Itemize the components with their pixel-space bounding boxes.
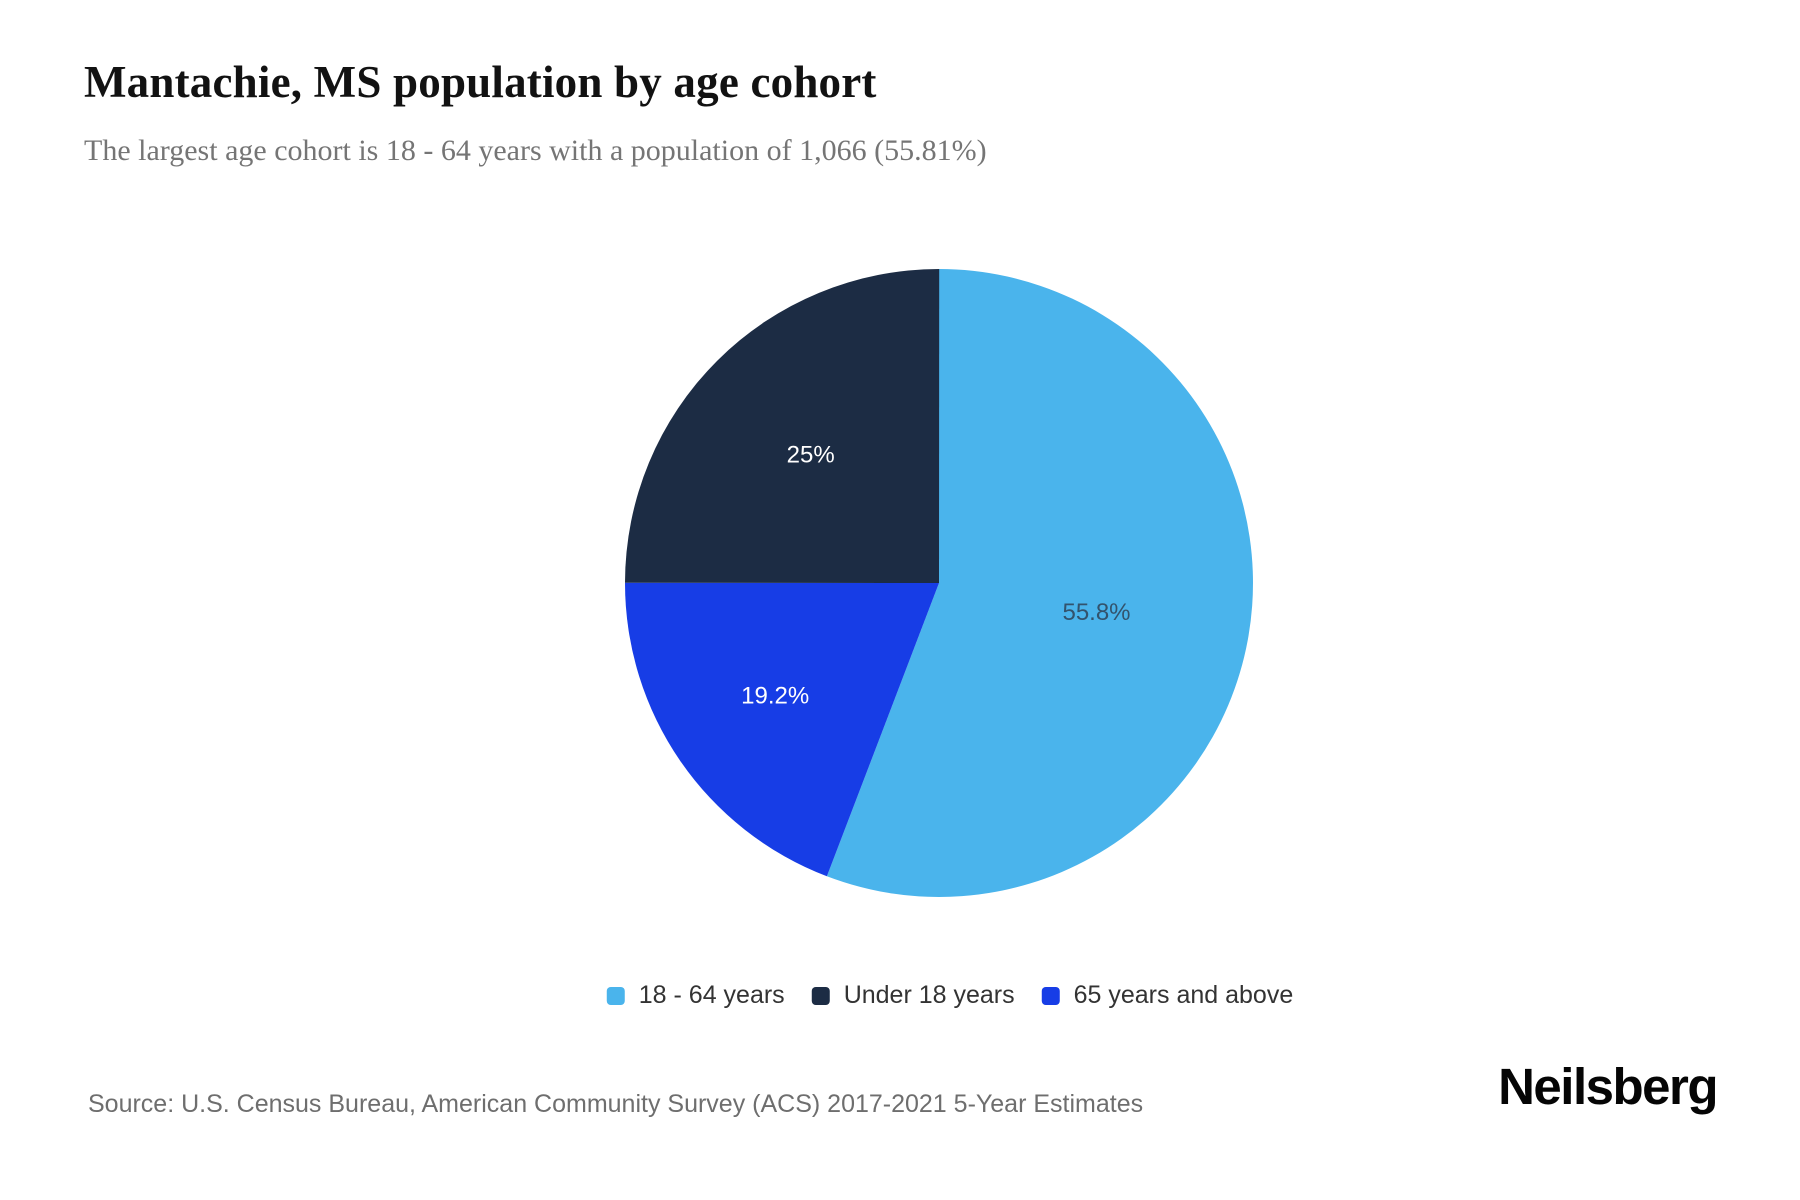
chart-title: Mantachie, MS population by age cohort: [84, 57, 877, 107]
slice-percentage-label: 19.2%: [741, 683, 809, 710]
legend-swatch-icon: [606, 986, 625, 1005]
neilsberg-logo: Neilsberg: [1498, 1058, 1718, 1115]
pie-slice-under-18-years[interactable]: [625, 268, 940, 583]
legend-item-65-years-and-above[interactable]: 65 years and above: [1041, 981, 1294, 1010]
pie-chart: 55.8% 19.2% 25%: [624, 268, 1253, 897]
legend-swatch-icon: [811, 986, 830, 1005]
pie-slice-65-years-and-above[interactable]: [624, 582, 939, 877]
pie-chart-area: 55.8% 19.2% 25%: [469, 233, 1409, 933]
legend-label: Under 18 years: [843, 981, 1015, 1009]
chart-legend: 18 - 64 years Under 18 years 65 years and …: [606, 981, 1294, 1010]
legend-label: 18 - 64 years: [638, 981, 785, 1009]
legend-label: 65 years and above: [1073, 981, 1294, 1009]
legend-item-under-18-years[interactable]: Under 18 years: [811, 981, 1015, 1010]
pie-slice-18-64-years[interactable]: [826, 269, 1253, 897]
source-attribution: Source: U.S. Census Bureau, American Com…: [88, 1090, 1144, 1118]
slice-percentage-label: 55.8%: [1062, 599, 1130, 626]
legend-swatch-icon: [1041, 986, 1060, 1005]
slice-percentage-label: 25%: [787, 442, 835, 469]
legend-item-18-64-years[interactable]: 18 - 64 years: [606, 981, 785, 1010]
chart-subtitle: The largest age cohort is 18 - 64 years …: [84, 134, 987, 167]
